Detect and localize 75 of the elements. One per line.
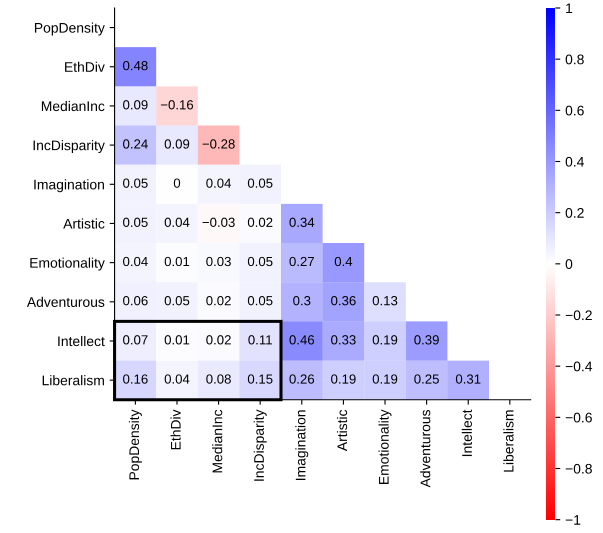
color-bar-label: 0.2 <box>566 208 584 218</box>
y-tick-label: EthDiv <box>65 62 105 72</box>
data-label: 0.05 <box>248 256 272 266</box>
data-label: 0.01 <box>164 256 190 266</box>
x-tick-label: Adventurous <box>420 410 430 488</box>
data-label: 0.04 <box>164 218 190 227</box>
data-label: 0.03 <box>206 256 231 266</box>
x-tick-label: Liberalism <box>503 410 514 472</box>
x-tick-label: IncDisparity <box>254 409 267 481</box>
color-bar-label: 1 <box>566 3 572 14</box>
x-tick-label: Imagination <box>295 410 308 480</box>
y-tick-label: IncDisparity <box>34 140 105 154</box>
data-label: 0.05 <box>123 218 148 227</box>
x-tick-label: EthDiv <box>170 410 181 450</box>
data-label: 0.02 <box>206 335 231 345</box>
color-bar-label: −1 <box>566 515 580 525</box>
y-tick-label: MedianInc <box>42 100 104 112</box>
data-label: 0.19 <box>331 374 356 384</box>
data-label: 0.15 <box>248 374 272 384</box>
data-label: 0.48 <box>123 60 148 70</box>
data-label: 0.01 <box>164 335 190 345</box>
data-label: 0.06 <box>123 296 148 306</box>
y-tick-label: Emotionality <box>30 258 105 271</box>
data-label: 0.34 <box>289 218 314 227</box>
data-label: 0.04 <box>123 256 148 266</box>
data-label: 0.39 <box>414 335 439 345</box>
data-label: 0.16 <box>123 374 148 384</box>
data-label: 0.05 <box>164 296 190 306</box>
data-label: 0.05 <box>248 178 272 188</box>
color-bar-label: 0.8 <box>566 54 584 64</box>
data-label: 0.05 <box>123 178 148 188</box>
data-label: 0.09 <box>164 139 190 149</box>
data-label: 0.08 <box>206 374 231 384</box>
data-label: −0.03 <box>202 218 235 227</box>
y-tick-label: Imagination <box>34 179 104 192</box>
data-label: 0.05 <box>248 296 272 306</box>
color-bar-label: −0.8 <box>566 464 592 474</box>
x-tick-label: Intellect <box>462 410 472 456</box>
y-tick-label: Liberalism <box>42 375 104 386</box>
data-label: 0.33 <box>331 335 356 345</box>
data-label: 0.25 <box>414 374 439 384</box>
y-tick-label: Intellect <box>58 336 105 346</box>
data-label: 0.27 <box>289 256 314 266</box>
data-label: 0.46 <box>289 335 314 345</box>
x-tick-label: Emotionality <box>378 409 392 484</box>
data-label: 0.26 <box>289 374 314 384</box>
data-label: 0.3 <box>293 296 310 306</box>
data-label: 0.19 <box>372 374 398 384</box>
x-tick-label: Artistic <box>336 410 348 452</box>
data-label: 0.19 <box>372 335 398 345</box>
data-label: 0.07 <box>123 335 148 345</box>
data-label: 0.36 <box>331 296 356 306</box>
data-label: 0 <box>174 178 180 188</box>
color-bar-label: −0.6 <box>566 412 592 423</box>
data-label: 0.31 <box>456 374 480 384</box>
y-tick-label: PopDensity <box>34 22 105 36</box>
data-label: 0.02 <box>206 296 231 306</box>
data-label: 0.24 <box>123 139 148 149</box>
data-label: −0.16 <box>160 100 194 110</box>
data-label: 0.4 <box>334 256 352 266</box>
color-bar-label: −0.2 <box>566 310 592 320</box>
data-label: 0.04 <box>206 178 232 188</box>
data-label: 0.09 <box>123 100 148 110</box>
color-bar-label: 0.4 <box>566 156 584 167</box>
y-tick-label: Artistic <box>63 218 104 229</box>
data-label: 0.04 <box>164 374 190 384</box>
data-label: 0.13 <box>372 296 398 306</box>
data-label: −0.28 <box>202 139 235 149</box>
color-bar-label: −0.4 <box>566 362 592 372</box>
data-label: 0.02 <box>248 218 272 227</box>
y-tick-label: Adventurous <box>26 296 104 307</box>
data-label: 0.11 <box>248 335 272 345</box>
color-bar-label: 0 <box>566 259 572 270</box>
color-bar-label: 0.6 <box>566 106 584 116</box>
x-tick-label: MedianInc <box>212 410 222 472</box>
